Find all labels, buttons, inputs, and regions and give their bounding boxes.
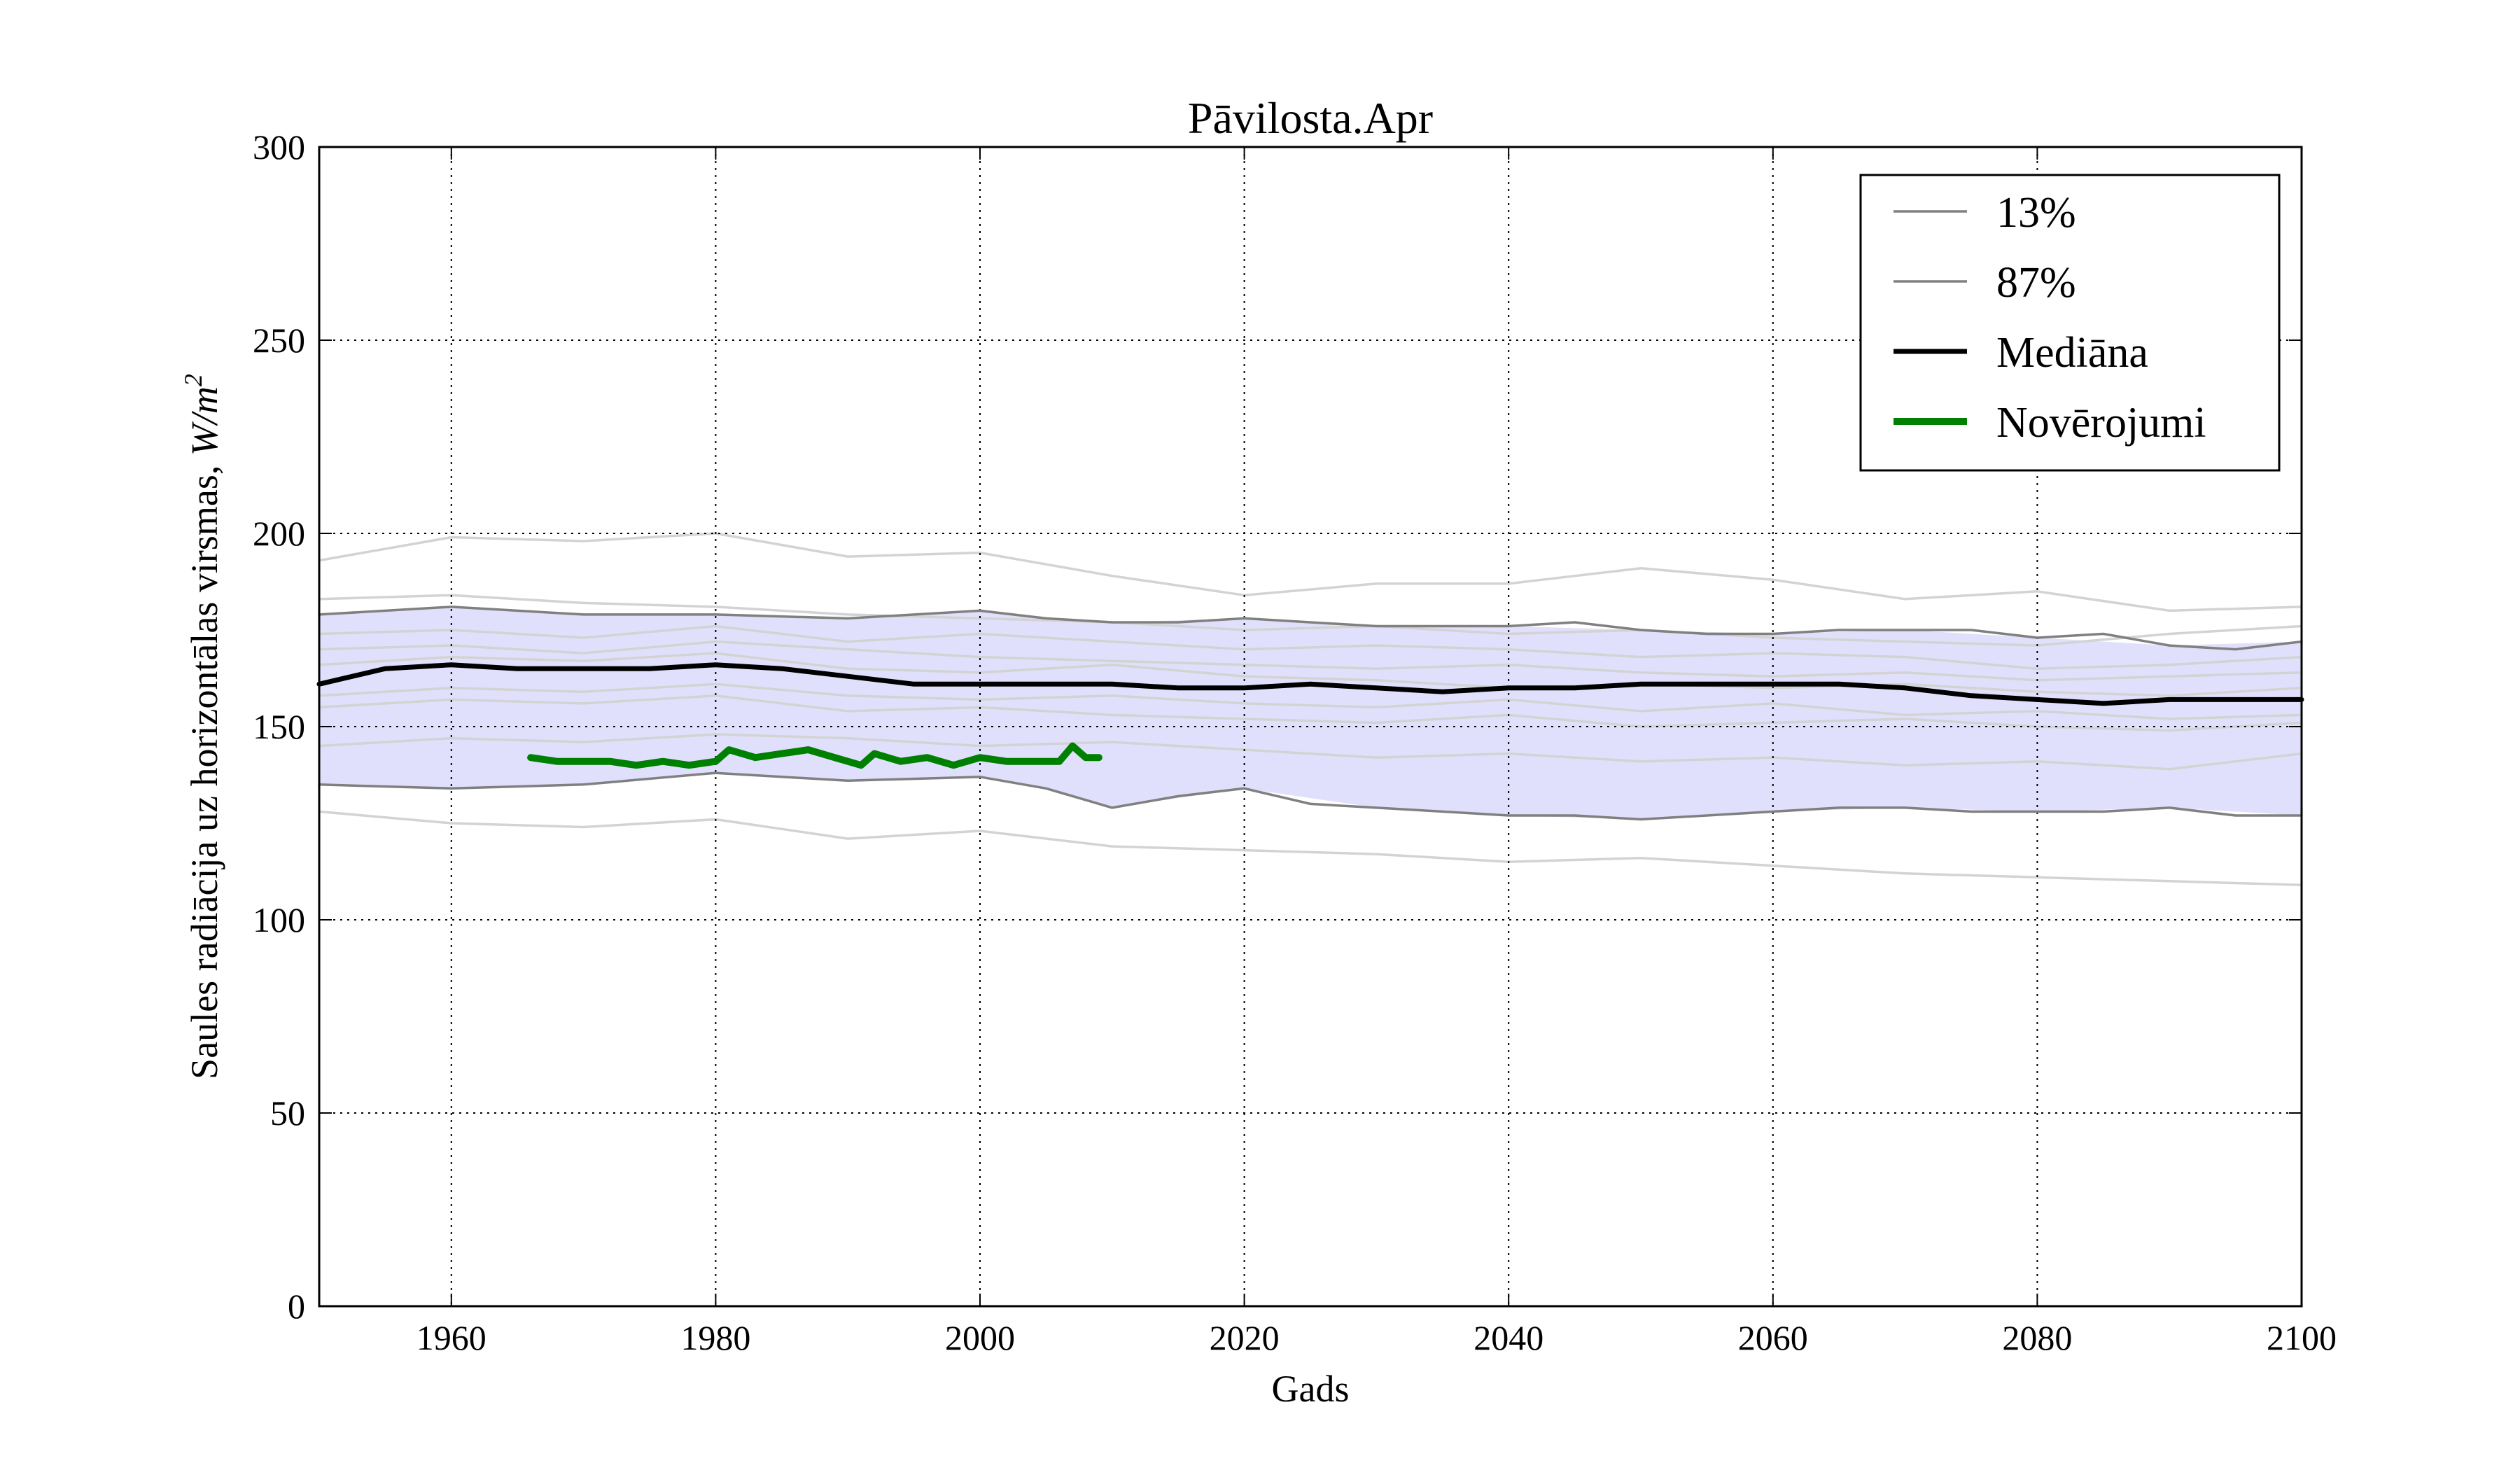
series-lines [316, 606, 2304, 821]
x-axis-ticks: 1960 1980 2000 2020 2040 2060 2080 2100 [416, 1318, 2337, 1357]
y-tick-label: 150 [253, 707, 305, 746]
y-axis-label-exponent: 2 [179, 374, 207, 386]
ensemble-line-8 [318, 733, 2302, 771]
y-tick-label: 200 [253, 514, 305, 553]
series-line-4 [527, 742, 1102, 769]
x-tick-label: 2040 [1474, 1318, 1544, 1357]
legend-label-1: 13% [1996, 189, 2076, 237]
x-tick-label: 2080 [2002, 1318, 2072, 1357]
y-tick-label: 300 [253, 127, 305, 167]
y-tick-label: 0 [288, 1287, 305, 1326]
ensemble-line-6 [318, 682, 2302, 720]
x-tick-label: 2100 [2267, 1318, 2337, 1357]
x-tick-label: 1960 [416, 1318, 486, 1357]
ensemble-line-5 [318, 652, 2302, 697]
y-tick-label: 250 [253, 321, 305, 360]
y-axis-label-unit: W/m [183, 386, 225, 456]
y-axis-label: Saules radiācija uz horizontālas virsmas… [179, 374, 225, 1079]
ensemble-line-9 [318, 810, 2302, 887]
legend: 13% 87% Mediāna Novērojumi [1859, 174, 2281, 472]
chart-title: Pāvilosta.Apr [1188, 93, 1433, 143]
legend-label-2: 87% [1996, 259, 2076, 307]
ensemble-line-1 [318, 532, 2302, 612]
percentile-band-fill [319, 606, 2302, 820]
percentile-band [319, 606, 2302, 820]
x-tick-label: 2060 [1738, 1318, 1808, 1357]
x-axis-label: Gads [1272, 1368, 1350, 1410]
y-tick-label: 100 [253, 900, 305, 939]
x-tick-label: 1980 [680, 1318, 750, 1357]
grid [319, 147, 2302, 1306]
ensemble-lines [318, 532, 2302, 887]
tick-marks [319, 146, 2302, 1307]
series-line-3 [316, 662, 2304, 706]
series-line-1 [318, 771, 2303, 821]
x-tick-label: 2000 [945, 1318, 1015, 1357]
y-tick-label: 50 [270, 1093, 305, 1133]
x-tick-label: 2020 [1210, 1318, 1280, 1357]
y-axis-ticks: 0 50 100 150 200 250 300 [253, 127, 305, 1326]
y-axis-label-text: Saules radiācija uz horizontālas virsmas… [183, 456, 225, 1079]
series-line-2 [318, 606, 2303, 651]
ensemble-line-3 [318, 624, 2302, 670]
ensemble-line-2 [318, 594, 2302, 647]
legend-label-3: Mediāna [1996, 329, 2148, 377]
legend-label-4: Novērojumi [1996, 399, 2206, 447]
ensemble-line-4 [318, 640, 2302, 682]
ensemble-line-7 [318, 694, 2302, 732]
